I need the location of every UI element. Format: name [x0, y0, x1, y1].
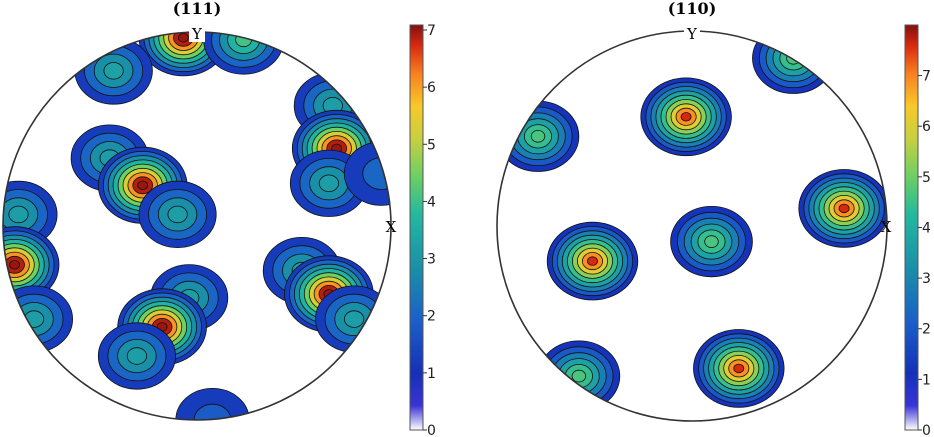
contour-peak-7-level-5	[571, 369, 587, 383]
colorbar-tick-label: 3	[427, 252, 436, 268]
axis-label-y: Y	[191, 25, 203, 43]
contour-layer-110	[497, 31, 887, 412]
contour-peak-2-level-8	[587, 256, 598, 266]
plot-title: (111)	[173, 0, 222, 18]
colorbar-tick-label: 4	[922, 220, 931, 236]
colorbar-tick-label: 3	[922, 271, 931, 287]
contour-peak-5-level-5	[530, 130, 546, 143]
colorbar-tick-label: 4	[427, 194, 436, 210]
plot-title: (110)	[668, 0, 717, 18]
contour-peak-19-level-1	[193, 403, 232, 420]
colorbar-tick-label: 7	[427, 23, 436, 39]
contour-peak-14-level-3	[343, 310, 365, 328]
contour-peak-8-level-3	[167, 205, 188, 224]
colorbar-tick-label: 6	[922, 119, 931, 135]
contour-peak-0-level-8	[177, 33, 189, 43]
contour-peak-5-level-3	[318, 174, 339, 193]
colorbar-tick-label: 5	[922, 170, 931, 186]
colorbar-tick-label: 2	[922, 322, 931, 338]
colorbar-tick-label: 2	[427, 309, 436, 325]
contour-peak-7-level-8	[137, 180, 149, 191]
colorbar-tick-label: 1	[922, 372, 931, 388]
pole-figure-110: (110) Y X	[496, 0, 892, 422]
contour-peak-17-level-3	[126, 347, 147, 365]
contour-peak-4-level-5	[704, 235, 719, 248]
colorbar-gradient	[904, 24, 919, 431]
axis-label-x: X	[881, 218, 892, 236]
contour-peak-6-level-3	[772, 40, 815, 77]
colorbar-110: 0 1 2 3 4 5 6 7	[904, 24, 931, 437]
axis-label-y: Y	[686, 25, 698, 43]
colorbar-tick-label: 6	[427, 80, 436, 96]
label-backdrop	[189, 24, 205, 42]
axis-label-x: X	[386, 218, 397, 236]
contour-peak-1-level-8	[838, 203, 850, 214]
colorbar-tick-label: 1	[427, 366, 436, 382]
contour-peak-2-level-3	[103, 62, 124, 80]
contour-peak-9-level-3	[8, 205, 29, 224]
pole-figure-111: (111) Y X	[2, 0, 397, 421]
label-backdrop	[684, 24, 700, 42]
contour-peak-18-level-1	[362, 157, 391, 190]
colorbar-gradient	[409, 24, 424, 431]
colorbar-tick-label: 0	[922, 423, 931, 437]
contour-layer-111	[3, 32, 391, 420]
colorbar-tick-label: 0	[427, 423, 436, 437]
contour-peak-10-level-8	[9, 260, 21, 270]
colorbar-111: 0 1 2 3 4 5 6 7	[409, 23, 436, 437]
colorbar-tick-label: 5	[427, 137, 436, 153]
contour-peak-0-level-8	[680, 112, 692, 122]
colorbar-tick-label: 7	[922, 69, 931, 85]
contour-peak-3-level-8	[733, 363, 745, 374]
